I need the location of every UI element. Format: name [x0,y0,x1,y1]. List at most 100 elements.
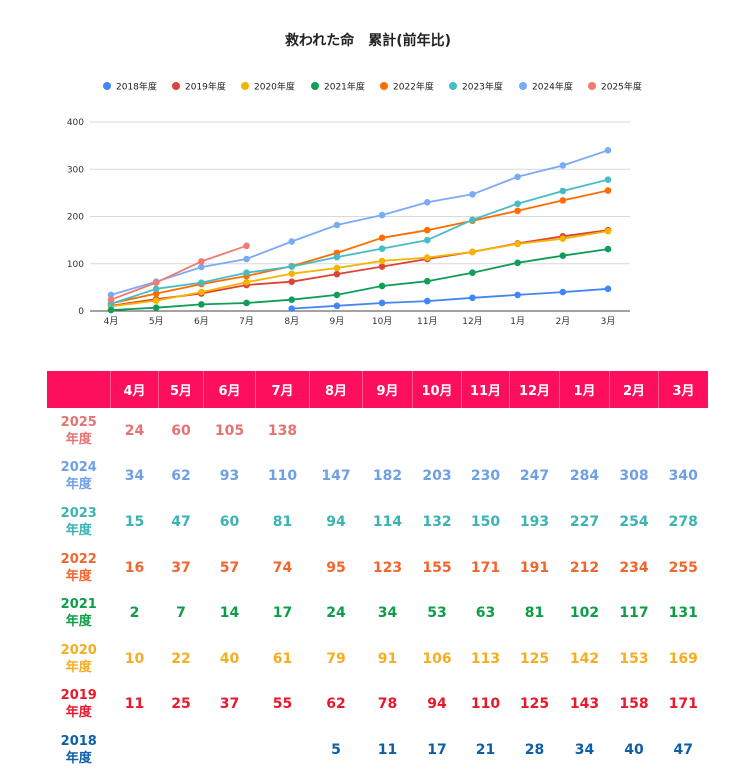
legend-marker [103,82,111,90]
table-cell: 212 [569,559,600,576]
table-cell: 55 [272,696,293,713]
table-cell: 308 [619,468,649,485]
table-row: 2022 年度 16 37 57 74 95 123 155 171 191 212 234 255 [47,545,708,591]
data-point [604,227,612,235]
data-point [288,263,296,270]
table-cell: 81 [272,513,293,530]
table-cell: 125 [519,696,550,713]
data-point [107,306,115,314]
data-point [152,285,160,293]
table-row: 2019 年度 11 25 37 55 62 78 94 110 125 143 158 171 [47,682,708,728]
year-number: 2021 [60,597,97,613]
data-point [198,279,205,286]
data-point [423,226,431,234]
table-cell: 95 [326,559,346,576]
year-label: 2025 年度 [47,408,111,454]
table-cell: 153 [619,650,649,667]
table-cell: 22 [171,650,191,667]
table-cell: 24 [124,422,145,439]
table-row: 2018 年度 5 11 17 21 28 34 40 47 [47,727,708,773]
data-point [152,304,160,311]
month-header: 8月 [309,371,363,408]
data-point [243,299,250,307]
legend-marker [449,82,457,90]
x-tick-label: 2月 [555,316,570,327]
series-line [110,248,609,311]
legend-label: 2025年度 [601,81,642,93]
table-header-corner [47,371,111,408]
data-point [514,240,521,248]
year-number: 2019 [60,688,97,704]
series-line [110,244,247,301]
table-cell: 255 [668,559,698,576]
legend-marker [519,82,527,90]
table-row: 2024 年度 34 62 93 110 147 182 203 230 247 284 308 340 [47,454,708,500]
legend-marker [588,82,596,90]
table-cell: 132 [422,513,452,530]
table-cell [111,727,159,773]
legend-label: 2024年度 [532,81,573,93]
table-cell: 94 [326,513,346,530]
table-cell: 28 [524,741,545,758]
data-point [604,285,612,293]
table-cell: 61 [272,650,293,667]
table-cell: 11 [124,696,145,713]
table-cell: 203 [422,468,452,485]
table-cell [610,408,659,454]
data-point [378,245,386,252]
table-cell [204,727,256,773]
data-point [559,252,567,260]
table-cell [256,727,310,773]
data-point [378,282,386,290]
data-point [107,291,115,299]
table-cell: 25 [171,696,191,713]
year-label: 2020 年度 [47,636,111,682]
table-cell: 74 [272,559,293,576]
data-point [107,296,115,303]
table-cell: 17 [272,605,293,622]
data-point [514,291,521,299]
table-cell [413,408,462,454]
table-cell [159,727,204,773]
table-cell: 40 [219,650,240,667]
table-cell: 247 [519,468,550,485]
table-row: 2023 年度 15 47 60 81 94 114 132 150 193 227 254 278 [47,499,708,545]
table-cell: 142 [569,650,600,667]
table-cell: 47 [171,513,191,530]
table-row: 2021 年度 2 7 14 17 24 34 53 63 81 102 117 131 [47,590,708,636]
data-point [469,190,476,198]
table-cell: 34 [574,741,595,758]
data-point [423,199,431,206]
data-point [514,259,521,267]
data-point [469,269,476,277]
month-header: 11月 [461,371,510,408]
table-cell [310,408,363,454]
year-number: 2020 [60,642,97,658]
table-cell: 37 [171,559,191,576]
legend-marker [380,82,388,90]
y-tick-label: 200 [67,213,84,223]
data-point [559,288,567,296]
table-cell: 125 [519,650,550,667]
table-cell: 93 [219,468,240,485]
y-tick-label: 100 [67,260,84,270]
table-cell: 15 [124,513,145,530]
data-point [152,297,160,304]
table-cell: 53 [427,605,447,622]
table-cell: 60 [219,513,240,530]
table-cell: 91 [377,650,398,667]
x-tick-label: 4月 [104,316,119,327]
month-header: 1月 [559,371,610,408]
table-cell: 34 [124,468,145,485]
table-cell: 7 [176,605,186,622]
data-point [152,279,160,286]
legend-label: 2020年度 [254,81,295,93]
year-label: 2019 年度 [47,682,111,728]
table-cell: 37 [219,696,240,713]
table-cell: 63 [475,605,496,622]
table-cell [363,408,413,454]
x-tick-label: 1月 [510,316,525,327]
table-cell: 340 [668,468,698,485]
data-point [198,301,205,308]
x-tick-label: 5月 [149,316,164,327]
